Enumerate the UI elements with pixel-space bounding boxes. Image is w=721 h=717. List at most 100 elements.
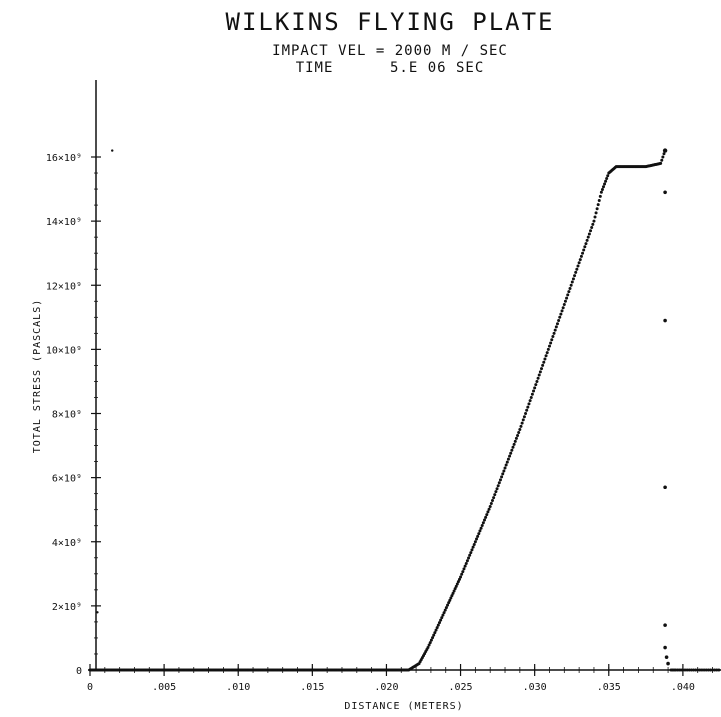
trace-point xyxy=(685,668,689,672)
trace-point xyxy=(453,587,457,591)
trace-point xyxy=(510,448,514,452)
trace-point xyxy=(534,383,538,387)
trace-point xyxy=(562,302,566,306)
trace-point xyxy=(711,668,715,672)
trace-point xyxy=(583,245,587,249)
trace-point xyxy=(434,628,438,632)
trace-point xyxy=(522,415,526,419)
trace-point xyxy=(715,668,719,672)
trace-point xyxy=(595,207,599,211)
trace-point xyxy=(698,668,702,672)
trace-point xyxy=(687,668,691,672)
trace-point xyxy=(444,606,448,610)
trace-point xyxy=(461,570,465,574)
trace-point xyxy=(441,613,445,617)
x-axis-title: DISTANCE (METERS) xyxy=(344,701,463,712)
trace-point xyxy=(489,502,493,506)
trace-point xyxy=(596,203,600,207)
trace-point xyxy=(477,532,481,536)
trace-point xyxy=(599,190,603,194)
trace-point xyxy=(538,370,542,374)
trace-point xyxy=(606,174,610,178)
trace-point xyxy=(561,306,565,310)
y-tick-label: 12×10⁹ xyxy=(46,281,82,292)
trace-point xyxy=(528,399,532,403)
trace-point xyxy=(472,542,476,546)
trace-point xyxy=(592,219,596,223)
trace-point xyxy=(509,451,513,455)
y-tick-label: 10×10⁹ xyxy=(46,345,82,356)
data-point xyxy=(96,611,99,614)
trace-point xyxy=(481,521,485,525)
data-points xyxy=(88,148,721,672)
trace-point xyxy=(428,641,432,645)
trace-point xyxy=(574,270,578,274)
trace-point xyxy=(604,179,608,183)
trace-point xyxy=(544,354,548,358)
trace-point xyxy=(563,299,567,303)
trace-point xyxy=(582,248,586,252)
x-tick-label: 0 xyxy=(87,682,93,693)
trace-point xyxy=(696,668,700,672)
trace-point xyxy=(559,312,563,316)
trace-point xyxy=(506,457,510,461)
trace-point xyxy=(476,534,480,538)
trace-point xyxy=(566,293,570,297)
trace-point xyxy=(465,559,469,563)
trace-point xyxy=(440,616,444,620)
trace-point xyxy=(691,668,695,672)
data-point xyxy=(663,485,667,490)
trace-point xyxy=(600,188,604,192)
trace-point xyxy=(505,460,509,464)
trace-point xyxy=(479,526,483,530)
trace-point xyxy=(516,433,520,437)
trace-point xyxy=(576,264,580,268)
trace-point xyxy=(586,235,590,239)
trace-point xyxy=(488,504,492,508)
trace-point xyxy=(496,484,500,488)
trace-point xyxy=(443,608,447,612)
trace-point xyxy=(498,478,502,482)
trace-point xyxy=(435,626,439,630)
trace-point xyxy=(704,668,708,672)
chart-title: WILKINS FLYING PLATE xyxy=(226,8,555,36)
trace-point xyxy=(450,594,454,598)
trace-point xyxy=(469,551,473,555)
trace-point xyxy=(578,258,582,262)
y-tick-label: 4×10⁹ xyxy=(52,538,82,549)
trace-point xyxy=(426,646,430,650)
trace-point xyxy=(584,242,588,246)
trace-point xyxy=(706,668,710,672)
trace-point xyxy=(475,537,479,541)
trace-point xyxy=(512,442,516,446)
trace-point xyxy=(533,386,537,390)
trace-point xyxy=(427,643,431,647)
trace-point xyxy=(455,582,459,586)
trace-point xyxy=(500,475,504,479)
trace-point xyxy=(486,510,490,514)
trace-point xyxy=(470,548,474,552)
trace-point xyxy=(431,636,435,640)
trace-point xyxy=(555,322,559,326)
x-tick-label: .010 xyxy=(226,682,250,693)
trace-point xyxy=(545,351,549,355)
trace-point xyxy=(530,392,534,396)
x-tick-label: .030 xyxy=(523,682,547,693)
trace-point xyxy=(502,469,506,473)
trace-point xyxy=(700,668,704,672)
trace-point xyxy=(659,161,663,165)
trace-point xyxy=(575,267,579,271)
trace-point xyxy=(517,430,521,434)
trace-point xyxy=(601,185,605,189)
x-tick-label: .020 xyxy=(374,682,398,693)
trace-point xyxy=(448,598,452,602)
data-point xyxy=(663,318,667,323)
trace-point xyxy=(429,638,433,642)
trace-point xyxy=(571,277,575,281)
trace-point xyxy=(436,623,440,627)
trace-point xyxy=(593,215,597,219)
trace-point xyxy=(549,341,553,345)
trace-point xyxy=(452,589,456,593)
trace-point xyxy=(541,363,545,367)
